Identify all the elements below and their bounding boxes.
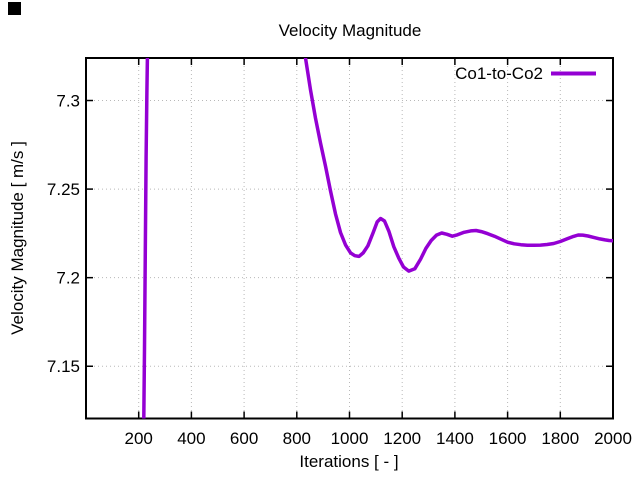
y-tick-label: 7.15 bbox=[47, 357, 80, 376]
x-tick-label: 1200 bbox=[383, 429, 421, 448]
x-axis-label: Iterations [ - ] bbox=[299, 452, 398, 471]
grid-layer bbox=[86, 58, 614, 419]
series-line bbox=[303, 58, 613, 273]
x-tick-label: 200 bbox=[125, 429, 153, 448]
series-co1-to-co2 bbox=[142, 58, 613, 419]
y-tick-label: 7.25 bbox=[47, 180, 80, 199]
chart-title: Velocity Magnitude bbox=[279, 21, 422, 40]
x-tick-label: 400 bbox=[177, 429, 205, 448]
legend-label: Co1-to-Co2 bbox=[455, 64, 543, 83]
x-tick-label: 2000 bbox=[594, 429, 632, 448]
y-axis-label: Velocity Magnitude [ m/s ] bbox=[8, 141, 27, 335]
x-tick-label: 1000 bbox=[331, 429, 369, 448]
x-tick-label: 1400 bbox=[436, 429, 474, 448]
legend: Co1-to-Co2 bbox=[455, 64, 596, 83]
x-tick-label: 1600 bbox=[489, 429, 527, 448]
series-line bbox=[142, 58, 150, 419]
x-tick-label: 1800 bbox=[541, 429, 579, 448]
y-tick-label: 7.2 bbox=[56, 269, 80, 288]
black-square-artifact bbox=[8, 2, 21, 15]
x-tick-label: 600 bbox=[230, 429, 258, 448]
axes-layer: 200 400 600 800 1000 1200 1400 1600 1800 2000 7.15… bbox=[47, 57, 632, 448]
series-layer bbox=[142, 58, 613, 419]
x-tick-label: 800 bbox=[283, 429, 311, 448]
y-tick-label: 7.3 bbox=[56, 92, 80, 111]
